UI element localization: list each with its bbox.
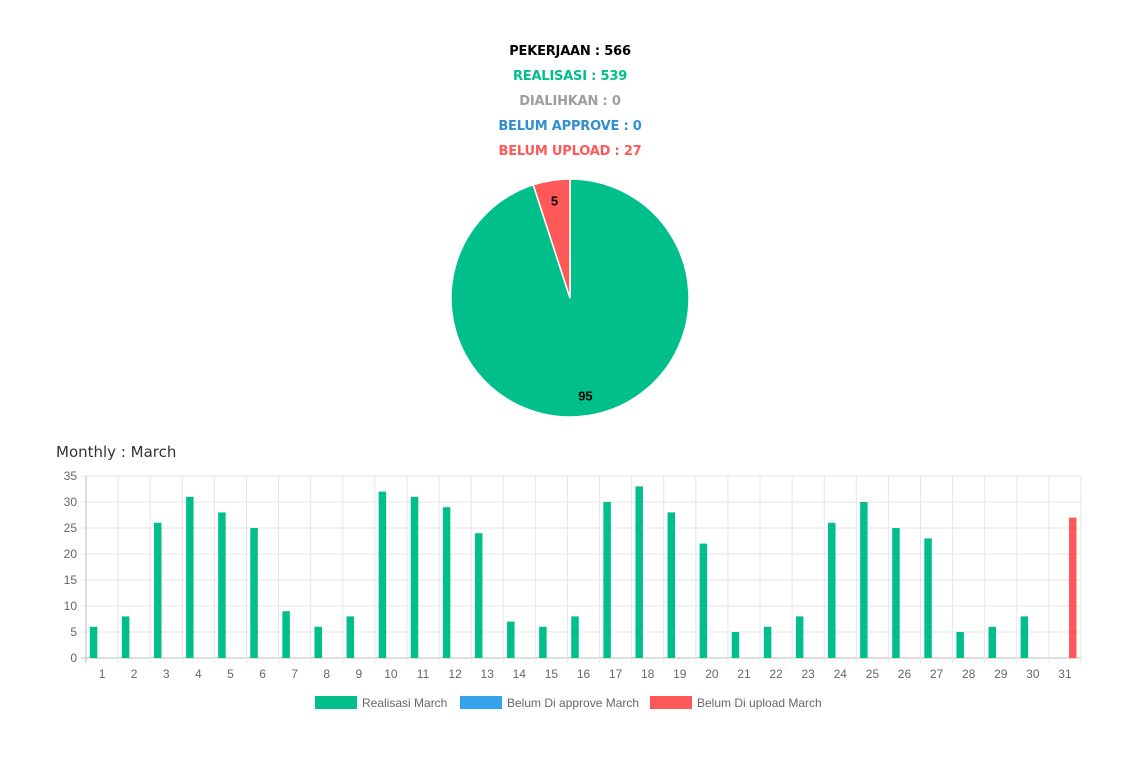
x-tick-label: 7 [291,667,298,681]
x-tick-label: 22 [769,667,783,681]
bar-realisasi-13[interactable] [474,533,483,658]
x-tick-label: 14 [513,667,527,681]
x-tick-label: 25 [866,667,880,681]
x-tick-label: 19 [673,667,687,681]
x-tick-label: 10 [384,667,398,681]
bar-realisasi-19[interactable] [667,512,676,658]
bar-realisasi-15[interactable] [539,626,547,658]
bar-realisasi-7[interactable] [282,611,290,658]
legend-swatch [315,696,357,709]
bar-realisasi-30[interactable] [1020,616,1029,658]
bar-realisasi-20[interactable] [699,543,708,658]
legend-label: Belum Di upload March [697,696,822,710]
bar-realisasi-18[interactable] [635,486,643,658]
bar-realisasi-28[interactable] [956,632,964,658]
bar-realisasi-11[interactable] [410,496,419,658]
x-tick-label: 6 [259,667,266,681]
legend-item[interactable]: Realisasi March [315,696,447,710]
bar-realisasi-24[interactable] [828,522,836,658]
legend-label: Belum Di approve March [507,696,639,710]
bar-realisasi-4[interactable] [186,496,194,658]
bar-belum-31[interactable] [1069,517,1077,658]
y-tick-label: 10 [64,599,78,613]
legend-item[interactable]: Belum Di upload March [650,696,822,710]
x-tick-label: 11 [417,667,430,681]
bar-realisasi-2[interactable] [121,616,130,658]
x-tick-label: 30 [1026,667,1040,681]
x-tick-label: 2 [131,667,138,681]
bar-realisasi-9[interactable] [346,616,355,658]
bar-realisasi-25[interactable] [860,502,868,658]
bar-realisasi-29[interactable] [988,626,997,658]
x-tick-label: 28 [962,667,976,681]
x-tick-label: 26 [898,667,912,681]
x-tick-label: 24 [834,667,848,681]
legend-item[interactable]: Belum Di approve March [460,696,639,710]
x-tick-label: 18 [641,667,655,681]
bar-realisasi-22[interactable] [763,626,772,658]
x-tick-label: 17 [609,667,623,681]
x-tick-label: 9 [355,667,362,681]
summary-dialihkan: DIALIHKAN : 0 [519,94,621,109]
bar-realisasi-3[interactable] [153,522,162,658]
legend-label: Realisasi March [362,696,447,710]
x-tick-label: 21 [737,667,751,681]
bar-realisasi-6[interactable] [250,528,258,658]
x-tick-label: 12 [448,667,462,681]
y-tick-label: 20 [64,547,78,561]
x-tick-label: 13 [481,667,495,681]
bar-realisasi-17[interactable] [603,502,611,658]
y-tick-label: 25 [64,521,78,535]
summary-pekerjaan: PEKERJAAN : 566 [509,44,631,59]
y-tick-label: 35 [64,469,78,483]
bar-realisasi-12[interactable] [442,507,451,658]
y-tick-label: 30 [64,495,78,509]
bar-realisasi-10[interactable] [378,491,387,658]
y-tick-label: 0 [70,651,77,665]
bar-realisasi-1[interactable] [89,626,98,658]
summary-realisasi: REALISASI : 539 [512,69,628,84]
x-tick-label: 16 [577,667,591,681]
bar-realisasi-16[interactable] [571,616,579,658]
bar-realisasi-26[interactable] [892,528,900,658]
bar-realisasi-27[interactable] [924,538,932,658]
x-tick-label: 20 [705,667,719,681]
bar-realisasi-14[interactable] [507,621,515,658]
x-tick-label: 27 [930,667,944,681]
y-tick-label: 5 [70,625,77,639]
monthly-title: Monthly : March [56,443,177,461]
x-tick-label: 31 [1058,667,1072,681]
x-tick-label: 4 [195,667,202,681]
x-tick-label: 23 [801,667,815,681]
summary-belum-approve: BELUM APPROVE : 0 [498,119,642,134]
x-tick-label: 15 [545,667,559,681]
x-tick-label: 8 [323,667,330,681]
x-tick-label: 1 [99,667,106,681]
bar-realisasi-23[interactable] [795,616,804,658]
x-tick-label: 3 [163,667,170,681]
summary-belum-upload: BELUM UPLOAD : 27 [498,144,642,159]
legend-swatch [460,696,502,709]
legend-swatch [650,696,692,709]
x-tick-label: 5 [227,667,234,681]
bar-realisasi-21[interactable] [731,632,740,658]
y-tick-label: 15 [64,573,78,587]
bar-realisasi-5[interactable] [218,512,226,658]
x-tick-label: 29 [994,667,1008,681]
bar-realisasi-8[interactable] [314,626,322,658]
